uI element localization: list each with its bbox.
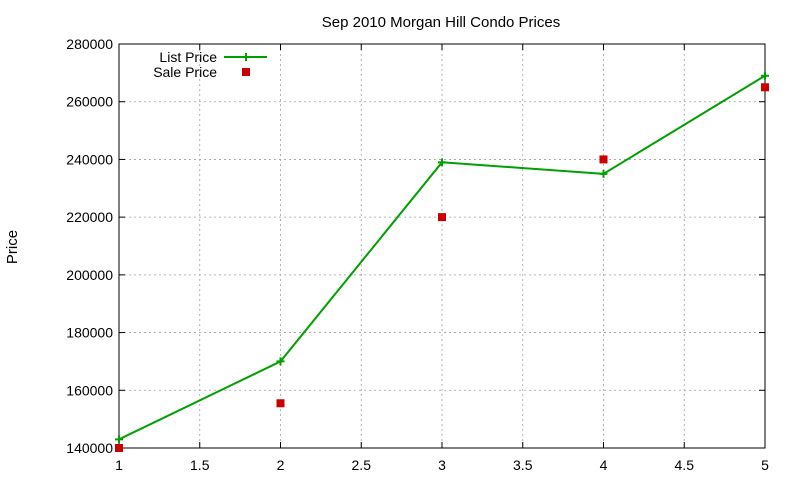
plus-marker [115,435,123,444]
chart-title: Sep 2010 Morgan Hill Condo Prices [322,14,560,31]
y-tick-label: 240000 [66,151,113,167]
plus-marker [761,71,769,80]
legend-square-marker [242,68,250,76]
square-marker [276,399,285,408]
plot-frame [118,43,766,449]
x-tick-label: 2 [277,457,285,473]
x-tick-label: 2.5 [352,457,372,473]
x-tick-label: 3 [438,457,446,473]
y-tick-label: 200000 [66,267,113,283]
plus-marker [276,357,285,366]
y-tick-label: 280000 [66,36,113,52]
x-tick-label: 5 [761,457,769,473]
x-tick-label: 1 [115,457,123,473]
square-marker [599,155,608,164]
plus-marker [438,158,446,167]
x-tick-label: 1.5 [190,457,210,473]
square-marker [761,83,769,92]
x-tick-label: 4.5 [675,457,695,473]
y-tick-label: 140000 [66,440,113,456]
y-tick-label: 160000 [66,382,113,398]
y-tick-label: 260000 [66,94,113,110]
x-tick-label: 4 [600,457,608,473]
legend-label: Sale Price [153,64,217,80]
axis-ticks: 1 1.5 2 2.5 3 3.5 4 4.5 5 140000 160000 180000 20000… [66,36,769,473]
plus-marker [599,169,608,178]
grid [119,44,765,448]
square-marker [438,213,446,222]
y-tick-label: 180000 [66,325,113,341]
series-0 [115,71,769,444]
series-1 [115,83,769,452]
x-tick-label: 3.5 [513,457,533,473]
y-axis-label: Price [4,230,21,264]
legend-plus-marker [242,53,250,61]
legend-label: List Price [159,49,217,65]
series-layer [115,71,769,452]
y-tick-label: 220000 [66,209,113,225]
square-marker [115,444,123,452]
